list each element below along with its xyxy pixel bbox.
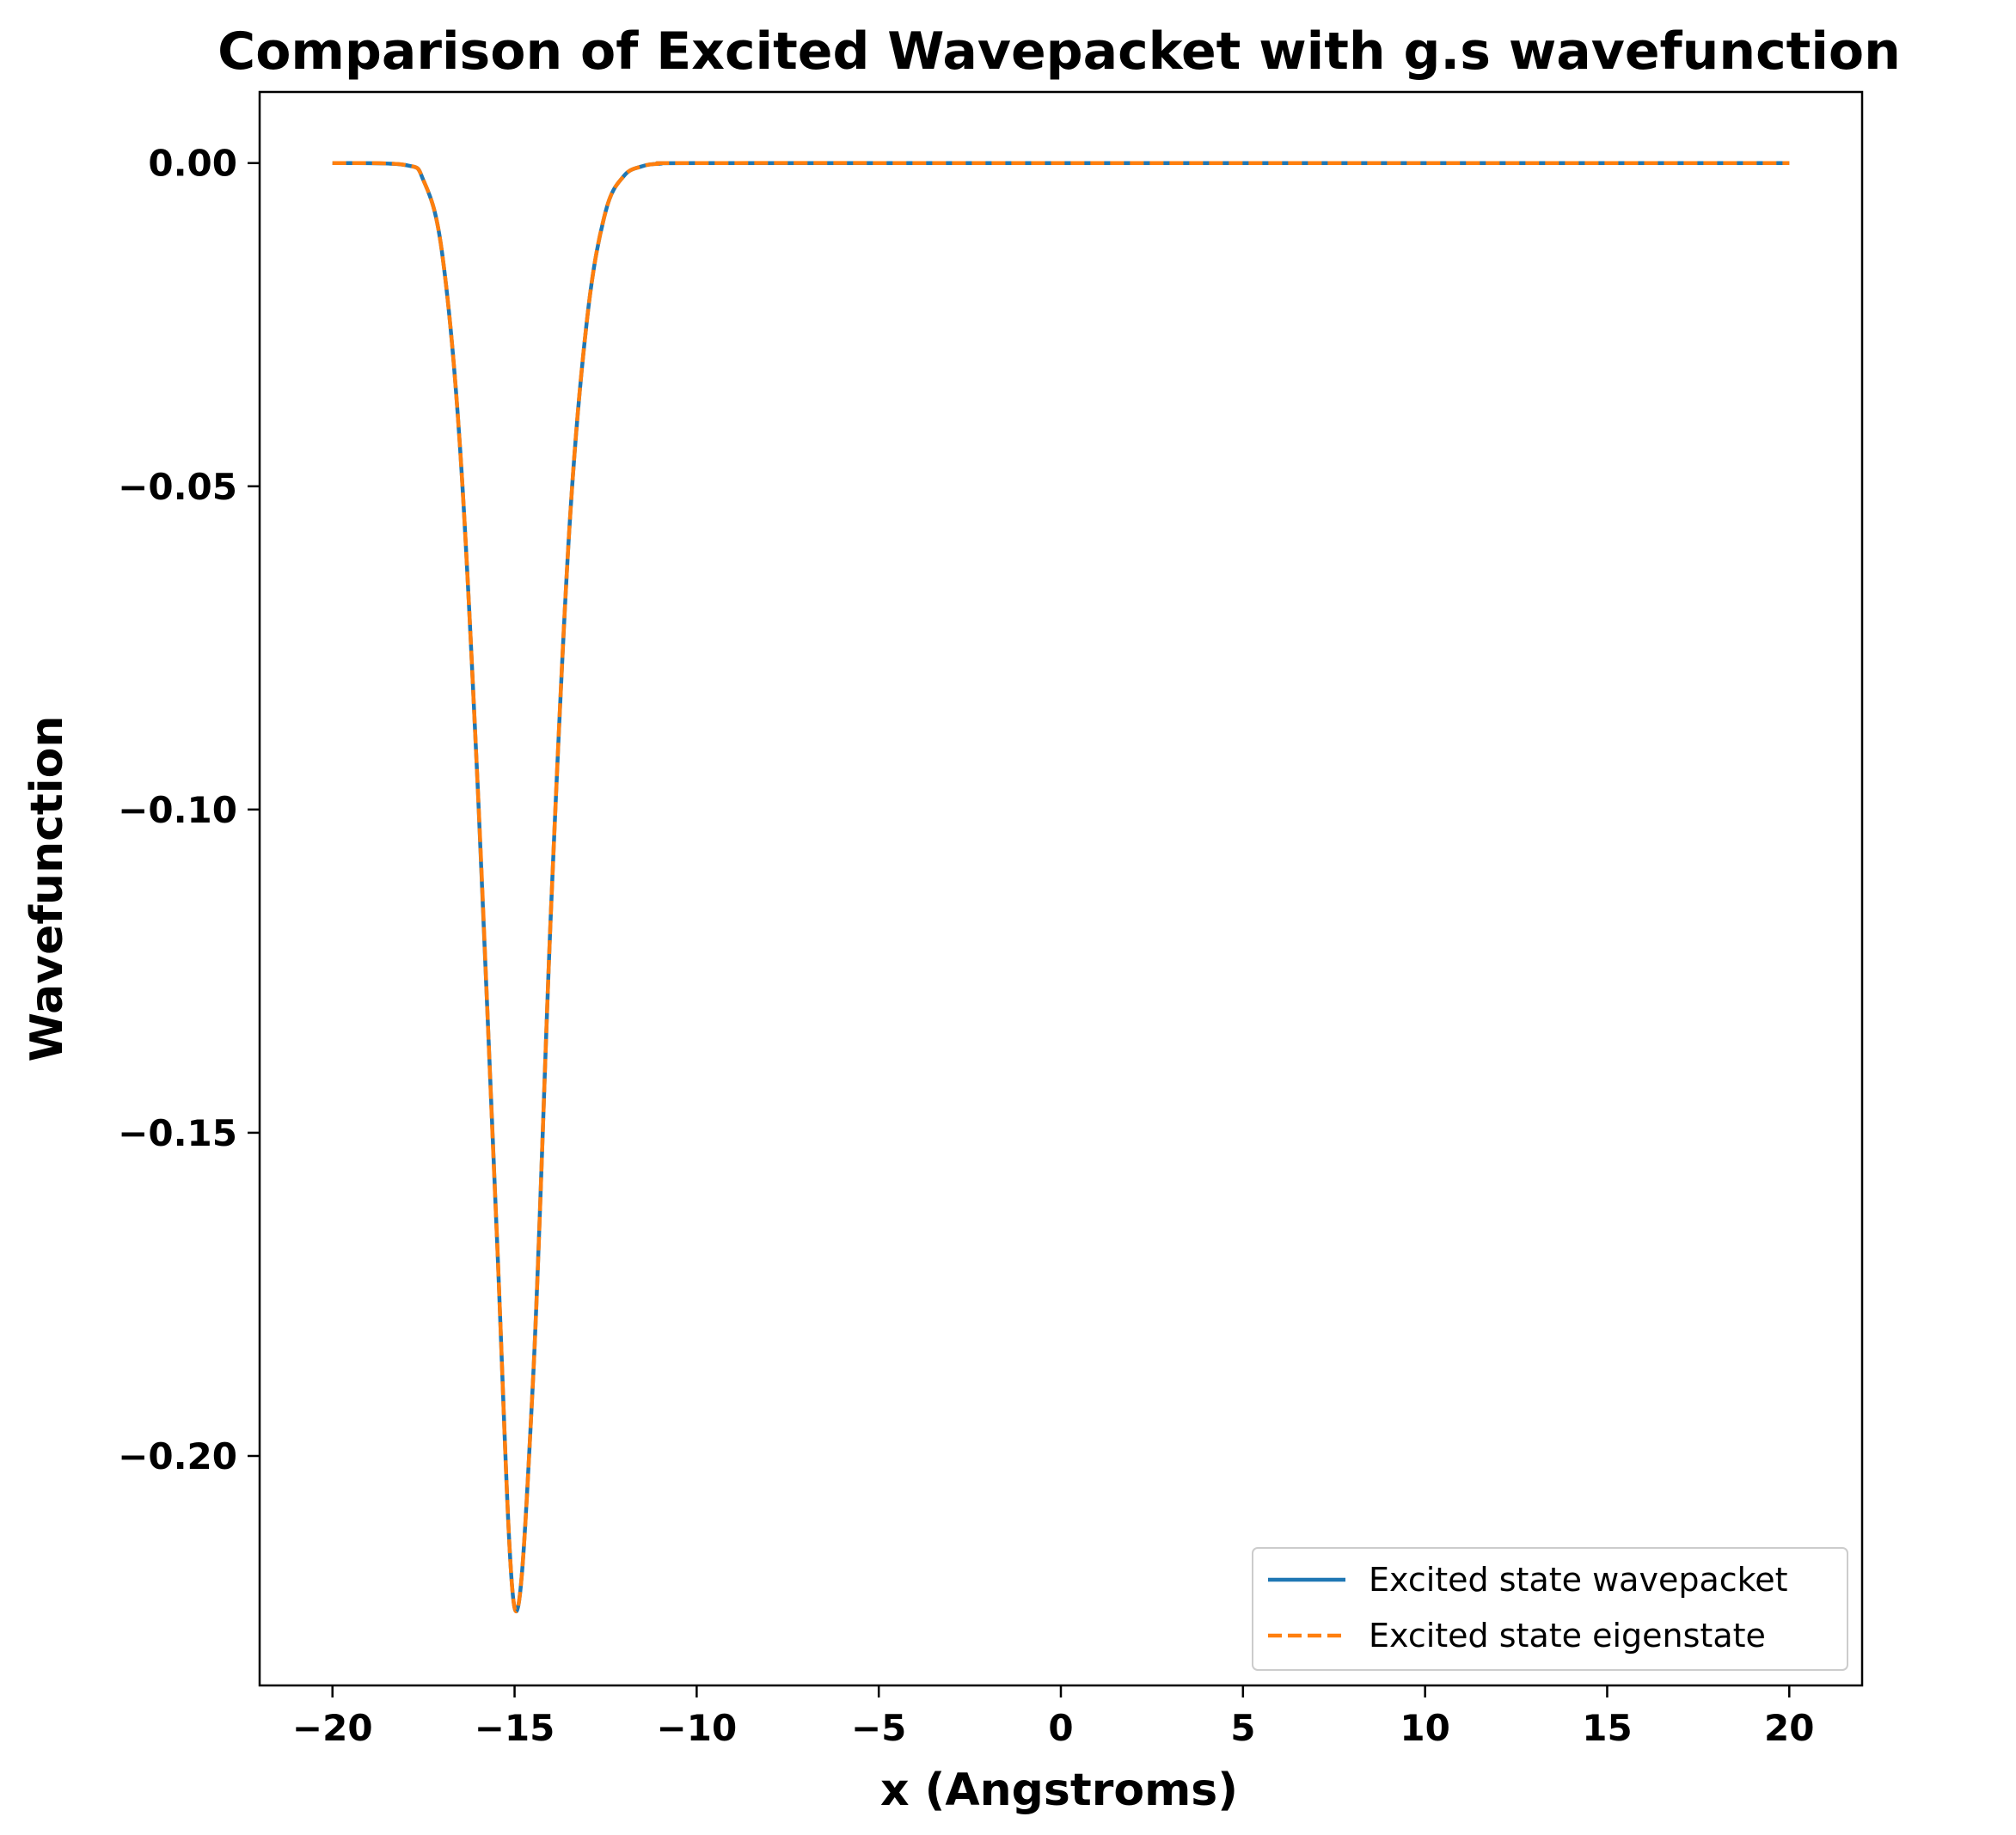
y-axis: 0.00 −0.05 −0.10 −0.15 −0.20 (118, 143, 260, 1477)
x-tick-label: −5 (851, 1707, 906, 1749)
legend-label-eigenstate: Excited state eigenstate (1369, 1617, 1766, 1655)
x-tick-label: −10 (657, 1707, 738, 1749)
x-tick-label: 0 (1048, 1707, 1073, 1749)
series-line-eigenstate (332, 161, 1790, 1613)
chart-title: Comparison of Excited Wavepacket with g.… (218, 21, 1901, 82)
x-tick-label: 10 (1400, 1707, 1449, 1749)
y-axis-label: Wavefunction (21, 716, 73, 1062)
axes-frame (258, 90, 1864, 1687)
legend-label-wavepacket: Excited state wavepacket (1369, 1561, 1788, 1599)
y-tick-label: −0.20 (118, 1435, 237, 1477)
y-tick-label: −0.15 (118, 1112, 237, 1154)
y-tick-label: 0.00 (148, 143, 237, 185)
legend: Excited state wavepacket Excited state e… (1252, 1547, 1848, 1671)
x-tick-label: −20 (292, 1707, 373, 1749)
y-tick-label: −0.05 (118, 466, 237, 508)
x-tick-label: 20 (1764, 1707, 1814, 1749)
x-tick-label: −15 (475, 1707, 555, 1749)
plot-area (332, 161, 1790, 1613)
x-axis-label: x (Angstroms) (880, 1765, 1238, 1816)
y-tick-label: −0.10 (118, 789, 237, 831)
x-tick-label: 5 (1230, 1707, 1255, 1749)
x-axis: −20 −15 −10 −5 0 5 10 15 20 (292, 1685, 1814, 1749)
x-tick-label: 15 (1582, 1707, 1632, 1749)
legend-box (1252, 1547, 1848, 1671)
